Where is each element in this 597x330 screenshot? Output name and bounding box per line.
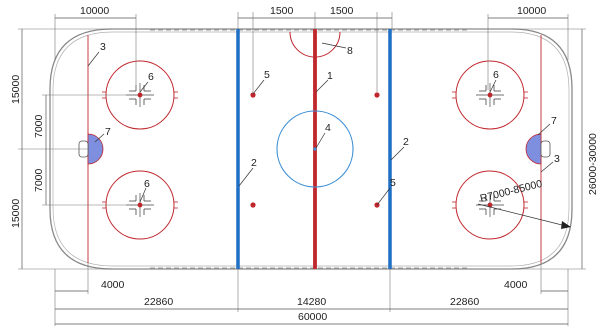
neutral-dot-left-top — [250, 92, 256, 98]
radius-arrow-icon — [561, 221, 571, 229]
callout-blue-line-left: 2 — [251, 157, 257, 169]
callout-faceoff-left-bottom: 6 — [144, 178, 150, 190]
goal-crease-left — [87, 133, 104, 165]
dim-total-length: 60000 — [298, 311, 327, 323]
callout-goal-crease-right: 7 — [551, 115, 557, 127]
dim-bottom-end-left: 22860 — [144, 296, 173, 308]
callout-neutral-dot-right: 5 — [390, 177, 396, 189]
neutral-dot-left-bottom — [250, 202, 256, 208]
goal-net-right — [540, 140, 551, 158]
neutral-dot-right-top — [374, 92, 380, 98]
dim-left-circle-upper: 7000 — [33, 114, 45, 138]
callout-faceoff-left-top: 6 — [148, 71, 154, 83]
callout-referee-crease: 8 — [347, 45, 353, 57]
callout-center-circle: 4 — [325, 122, 331, 134]
dim-bottom-neutral: 14280 — [297, 296, 326, 308]
callout-center-line: 1 — [327, 70, 333, 82]
faceoff-circle-right-bottom — [452, 170, 528, 240]
callout-goal-line-left: 3 — [100, 41, 106, 53]
callout-blue-line-right: 2 — [403, 136, 409, 148]
dim-left-lower: 15000 — [10, 199, 22, 228]
dim-corner-radius: R7000-85000 — [479, 178, 544, 205]
faceoff-circle-right-top — [452, 60, 528, 130]
dim-left-circle-lower: 7000 — [33, 168, 45, 192]
rink-boards-outer — [49, 28, 573, 270]
center-circle — [276, 110, 354, 188]
callout-goal-line-right: 3 — [554, 153, 560, 165]
dim-top-dot-right: 1500 — [330, 5, 354, 17]
dim-top-dot-left: 1500 — [270, 5, 294, 17]
dim-bottom-end-right: 22860 — [450, 296, 479, 308]
rink-boards-inner — [52, 31, 570, 267]
callout-neutral-dot-left: 5 — [264, 69, 270, 81]
dim-right-width: 26000-30000 — [587, 133, 597, 195]
dim-bottom-goal-right: 4000 — [504, 279, 528, 291]
dim-bottom-goal-left: 4000 — [101, 279, 125, 291]
dim-top-left-zone: 10000 — [80, 5, 109, 17]
callout-faceoff-right-top: 6 — [493, 69, 499, 81]
dim-top-right-zone: 10000 — [517, 5, 546, 17]
dim-left-upper: 15000 — [10, 75, 22, 104]
goal-crease-right — [525, 133, 542, 165]
callout-goal-crease-left: 7 — [105, 126, 111, 138]
referee-crease — [289, 31, 341, 58]
